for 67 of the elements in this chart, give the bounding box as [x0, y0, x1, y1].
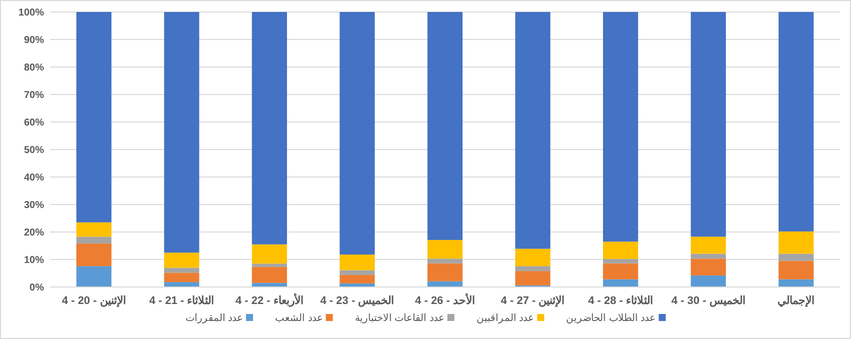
bar [778, 254, 814, 261]
x-tick-label: الإثنين - 27 - 4 [500, 295, 565, 308]
bar [252, 266, 287, 283]
bar [340, 270, 375, 275]
bar [76, 244, 112, 266]
y-tick-label: 90% [24, 35, 44, 46]
bar [690, 275, 726, 287]
bar [690, 236, 726, 254]
legend-label: عدد القاعات الاختبارية [354, 313, 444, 324]
bar [340, 254, 375, 270]
y-tick-label: 20% [24, 228, 44, 238]
bar [603, 279, 638, 287]
y-tick-label: 40% [24, 172, 44, 184]
bar [252, 244, 287, 264]
bar [427, 263, 463, 282]
y-tick-label: 70% [24, 90, 44, 101]
legend-label: عدد الطلاب الحاضرين [566, 313, 656, 324]
bar [690, 258, 726, 276]
y-tick-label: 80% [24, 62, 44, 74]
x-tick-label: الإجمالي [778, 295, 815, 308]
x-tick-label: الثلاثاء - 21 - 4 [149, 295, 214, 307]
bar [515, 271, 550, 286]
bar [690, 254, 726, 259]
legend-label: عدد المراقبين [476, 313, 534, 324]
x-tick-label: الثلاثاء - 28 - 4 [588, 295, 654, 307]
bar [603, 263, 638, 280]
bar [427, 258, 463, 264]
bar [603, 12, 638, 242]
bar [603, 258, 638, 264]
bar [340, 274, 375, 284]
bar [515, 248, 550, 266]
bar [252, 12, 287, 244]
x-tick-label: الأحد - 26 - 4 [415, 293, 475, 307]
y-tick-label: 60% [24, 118, 44, 128]
bar [252, 264, 287, 267]
bar [778, 231, 814, 254]
bar [690, 12, 726, 237]
bar [427, 281, 463, 287]
y-tick-label: 50% [24, 145, 44, 156]
bar [76, 236, 112, 244]
legend-label: عدد المقررات [185, 313, 244, 324]
legend-label: عدد الشعب [275, 313, 323, 324]
bar [164, 272, 200, 282]
bar [76, 12, 112, 222]
x-tick-label: الخميس - 30 - 4 [671, 295, 746, 307]
bar [515, 12, 550, 249]
bar [164, 282, 200, 287]
bar [164, 268, 200, 273]
bar [164, 252, 200, 268]
bar [778, 260, 814, 280]
y-tick-label: 30% [24, 200, 44, 211]
bar [427, 240, 463, 259]
bar [76, 266, 112, 287]
x-tick-label: الإثنين - 20 - 4 [62, 295, 126, 308]
bar [778, 279, 814, 287]
bar [76, 222, 112, 237]
y-tick-label: 100% [18, 8, 44, 18]
bar [603, 242, 638, 259]
x-tick-label: الأربعاء - 22 - 4 [235, 293, 304, 307]
bar [340, 12, 375, 255]
bar [778, 12, 814, 232]
bar [164, 12, 200, 253]
y-tick-label: 0% [30, 282, 44, 294]
x-tick-label: الخميس - 23 - 4 [320, 295, 394, 307]
bar [515, 266, 550, 272]
y-tick-label: 10% [24, 255, 44, 266]
bar [427, 12, 463, 240]
